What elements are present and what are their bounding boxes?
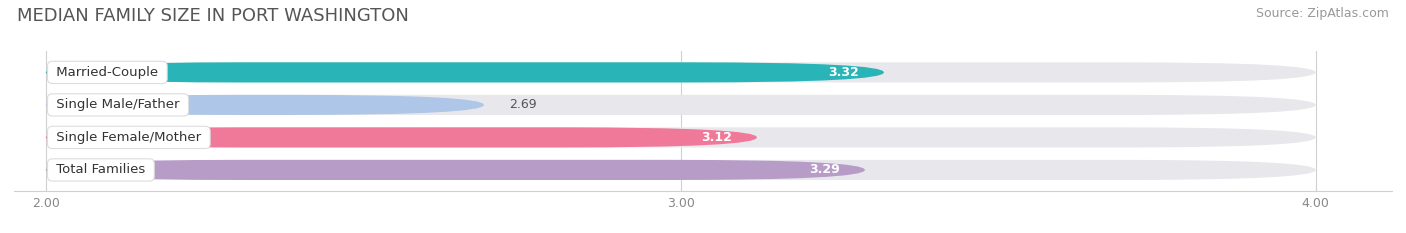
- Text: Single Female/Mother: Single Female/Mother: [52, 131, 205, 144]
- Text: 3.12: 3.12: [700, 131, 731, 144]
- Text: Single Male/Father: Single Male/Father: [52, 98, 184, 111]
- FancyBboxPatch shape: [46, 62, 884, 82]
- FancyBboxPatch shape: [46, 95, 484, 115]
- Text: 3.32: 3.32: [828, 66, 859, 79]
- FancyBboxPatch shape: [46, 62, 1316, 82]
- FancyBboxPatch shape: [46, 95, 1316, 115]
- Text: Married-Couple: Married-Couple: [52, 66, 163, 79]
- Text: Source: ZipAtlas.com: Source: ZipAtlas.com: [1256, 7, 1389, 20]
- Text: Total Families: Total Families: [52, 163, 149, 176]
- Text: 3.29: 3.29: [808, 163, 839, 176]
- FancyBboxPatch shape: [46, 127, 756, 147]
- FancyBboxPatch shape: [46, 160, 865, 180]
- FancyBboxPatch shape: [46, 127, 1316, 147]
- Text: MEDIAN FAMILY SIZE IN PORT WASHINGTON: MEDIAN FAMILY SIZE IN PORT WASHINGTON: [17, 7, 409, 25]
- FancyBboxPatch shape: [46, 160, 1316, 180]
- Text: 2.69: 2.69: [509, 98, 537, 111]
